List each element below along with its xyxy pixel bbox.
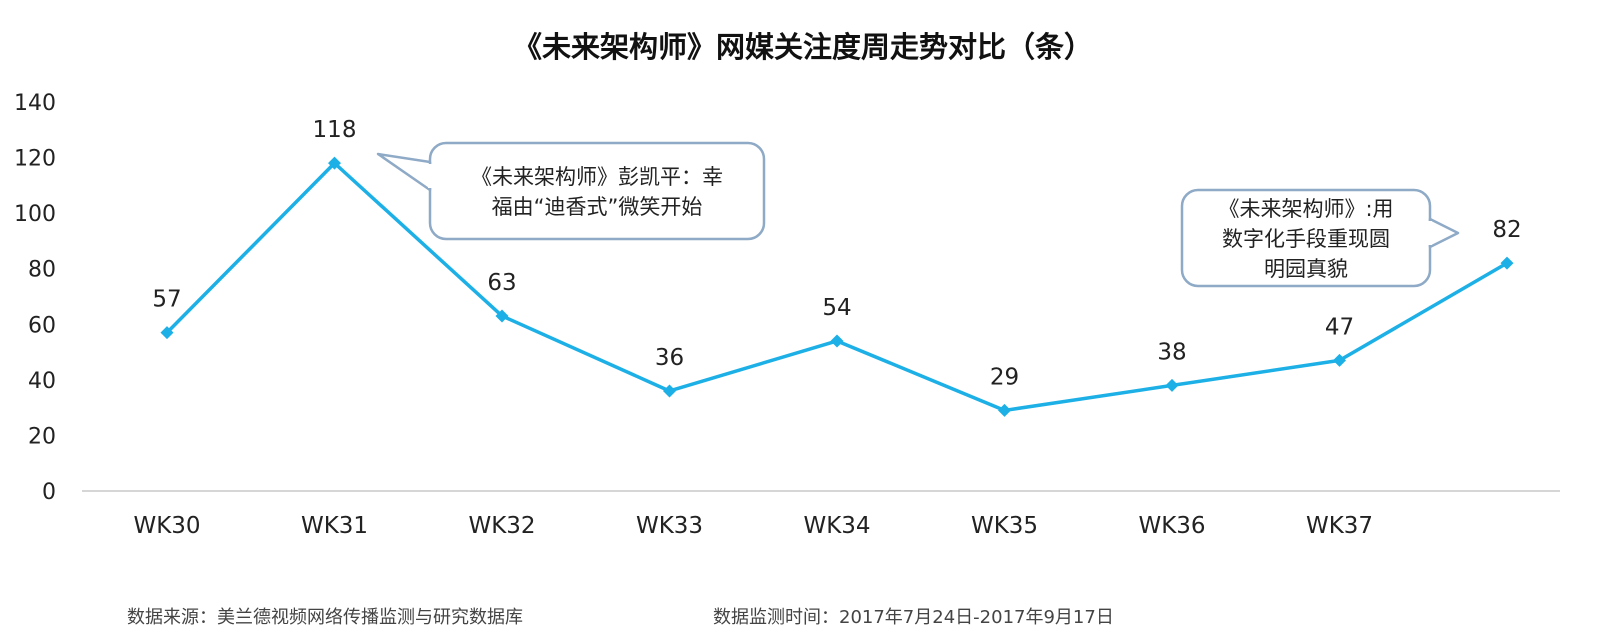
- data-point-marker: [328, 156, 341, 170]
- data-label: 54: [822, 295, 851, 321]
- data-labels: 57 118 63 36 54 29 38 47 82: [152, 117, 1521, 390]
- callouts: 《未来架构师》彭凯平：幸福由“迪香式”微笑开始 《未来架构师》:用数字化手段重现圆…: [376, 141, 1460, 288]
- data-point-marker: [495, 309, 509, 323]
- y-tick-label: 40: [28, 369, 56, 394]
- data-point-marker: [663, 384, 676, 398]
- data-point-marker: [830, 334, 844, 348]
- callout-text-line: 明园真貌: [1264, 257, 1348, 281]
- x-tick-label: WK30: [133, 513, 200, 539]
- data-label: 38: [1157, 339, 1186, 365]
- data-label: 118: [313, 117, 357, 143]
- data-point-marker: [1165, 378, 1179, 392]
- data-markers: [160, 156, 1514, 417]
- x-tick-label: WK31: [301, 513, 368, 539]
- callout-pointer: [1428, 217, 1460, 249]
- x-axis: WK30 WK31 WK32 WK33 WK34 WK35 WK36 WK37: [133, 513, 1373, 539]
- data-label: 47: [1325, 314, 1354, 340]
- x-tick-label: WK33: [636, 513, 703, 539]
- x-tick-label: WK37: [1306, 513, 1373, 539]
- x-tick-label: WK32: [468, 513, 535, 539]
- y-tick-label: 0: [42, 480, 56, 505]
- data-point-marker: [998, 403, 1011, 417]
- footer-period: 数据监测时间：2017年7月24日-2017年9月17日: [713, 607, 1114, 628]
- callout-text-line: 数字化手段重现圆: [1222, 227, 1390, 251]
- y-tick-label: 80: [28, 258, 56, 283]
- chart-title: 《未来架构师》网媒关注度周走势对比（条）: [513, 30, 1093, 64]
- y-tick-label: 120: [14, 147, 56, 172]
- callout-box: [428, 141, 766, 241]
- data-point-marker: [160, 326, 174, 340]
- x-tick-label: WK34: [803, 513, 870, 539]
- callout-text-line: 《未来架构师》:用: [1218, 197, 1393, 221]
- data-label: 29: [990, 364, 1019, 390]
- data-label: 82: [1492, 217, 1521, 243]
- data-point-marker: [1333, 353, 1346, 367]
- data-label: 57: [152, 287, 181, 313]
- callout-bubble: 《未来架构师》彭凯平：幸福由“迪香式”微笑开始: [376, 141, 766, 241]
- y-tick-label: 140: [14, 91, 56, 116]
- y-tick-label: 100: [14, 202, 56, 227]
- x-tick-label: WK35: [971, 513, 1038, 539]
- x-tick-label: WK36: [1138, 513, 1205, 539]
- data-label: 63: [487, 270, 516, 296]
- y-tick-label: 60: [28, 313, 56, 338]
- callout-text-line: 《未来架构师》彭凯平：幸: [471, 165, 723, 189]
- data-label: 36: [655, 345, 684, 371]
- callout-pointer: [376, 152, 432, 192]
- y-axis: 0 20 40 60 80 100 120 140: [14, 91, 56, 505]
- y-tick-label: 20: [28, 424, 56, 449]
- data-point-marker: [1500, 256, 1514, 270]
- footer-source: 数据来源：美兰德视频网络传播监测与研究数据库: [127, 607, 523, 628]
- callout-text-line: 福由“迪香式”微笑开始: [492, 195, 703, 219]
